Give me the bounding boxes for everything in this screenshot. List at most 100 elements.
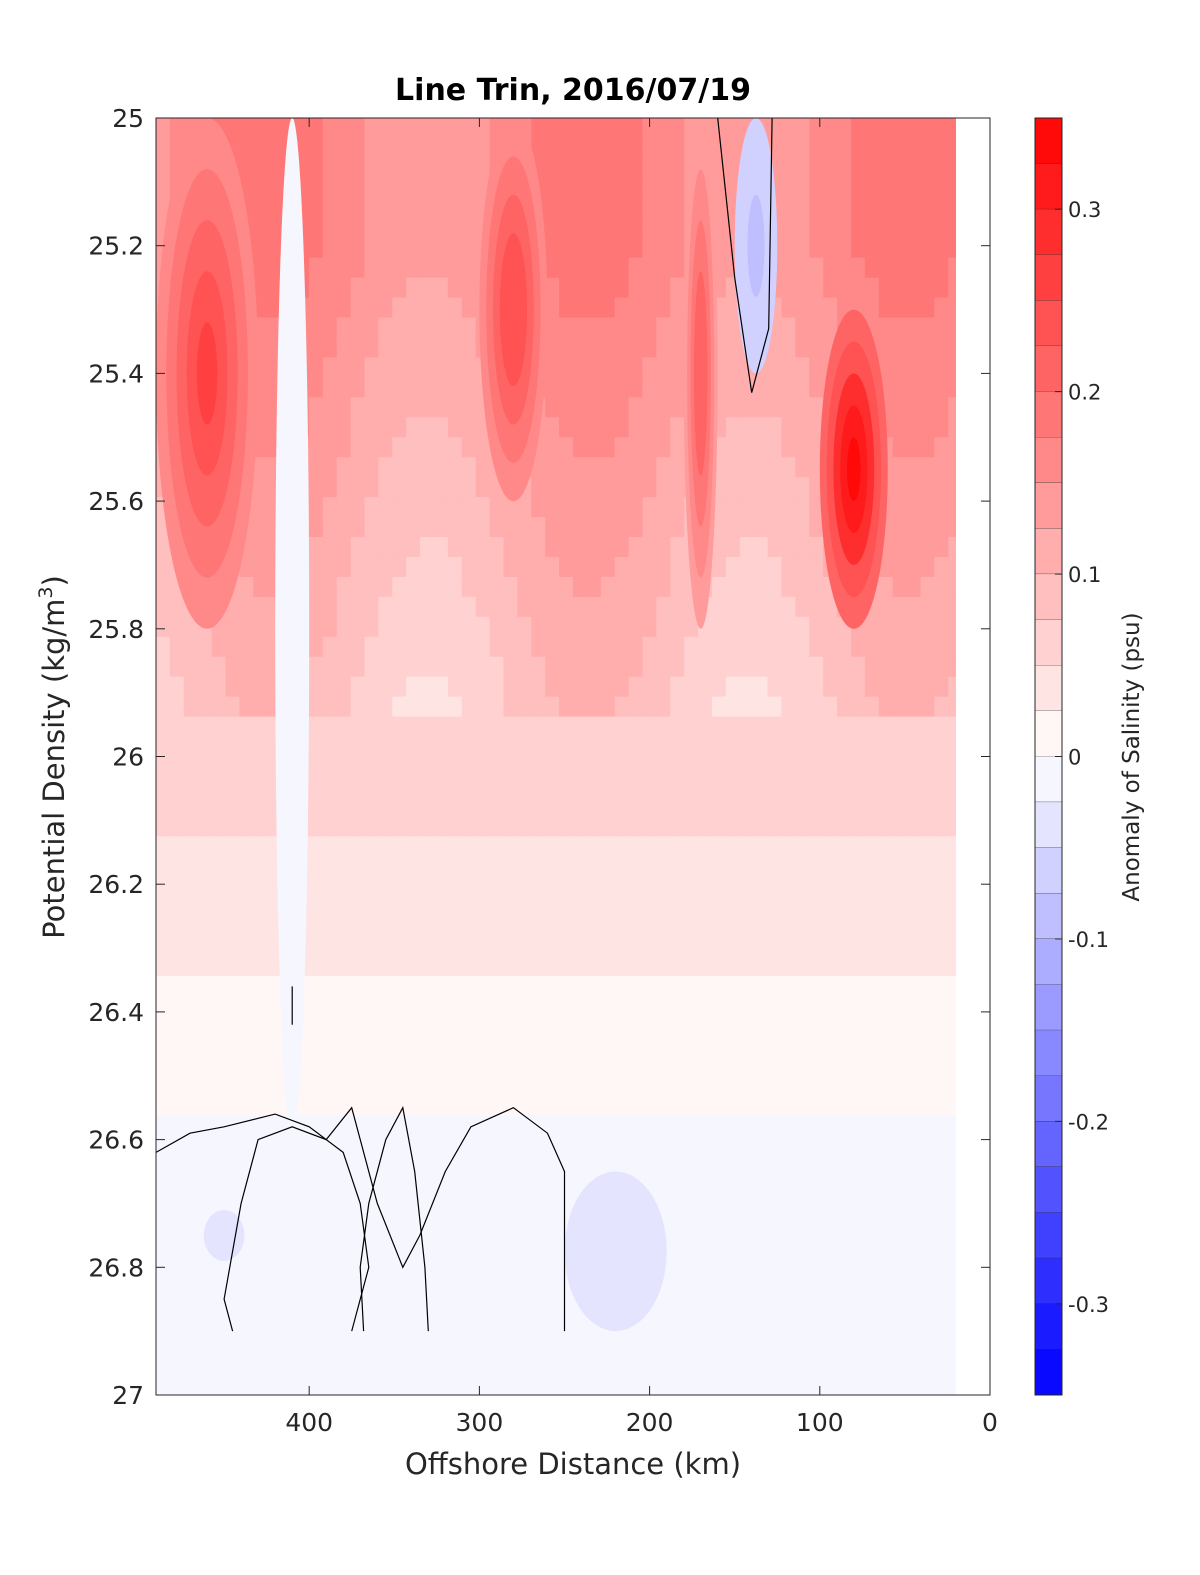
field-cell	[545, 1315, 560, 1336]
field-cell	[211, 956, 227, 977]
field-cell	[156, 1155, 171, 1177]
field-cell	[823, 896, 838, 917]
field-cell	[837, 975, 852, 997]
field-cell	[823, 137, 838, 159]
field-cell	[197, 896, 213, 917]
field-cell	[586, 1095, 602, 1117]
field-cell	[851, 217, 866, 239]
field-cell	[864, 1215, 880, 1236]
field-cell	[461, 1295, 477, 1316]
field-cell	[920, 1095, 935, 1117]
field-cell	[559, 1135, 574, 1157]
field-cell	[336, 696, 352, 718]
field-cell	[642, 716, 657, 738]
field-cell	[656, 556, 671, 578]
field-cell	[392, 856, 407, 877]
field-cell	[545, 357, 560, 378]
field-cell	[406, 1015, 421, 1037]
field-cell	[614, 736, 630, 758]
field-cell	[406, 995, 421, 1017]
field-cell	[350, 716, 366, 738]
plot-area: 400 300 200 100 0 2525.225.425.625.82626.226…	[88, 104, 998, 1437]
field-cell	[753, 616, 769, 638]
field-cell	[906, 1335, 922, 1356]
field-cell	[906, 1255, 922, 1276]
field-cell	[434, 417, 449, 438]
field-cell	[350, 237, 366, 259]
field-cell	[559, 975, 574, 997]
field-cell	[308, 896, 324, 917]
field-cell	[156, 716, 171, 738]
field-cell	[712, 956, 727, 977]
field-cell	[406, 776, 421, 797]
field-cell	[559, 995, 574, 1017]
field-cell	[434, 357, 449, 378]
field-cell	[197, 836, 213, 857]
field-cell	[781, 876, 796, 897]
field-cell	[614, 217, 630, 239]
field-cell	[267, 956, 282, 977]
zero-contour-mid-deep-contour	[359, 1105, 429, 1332]
field-cell	[350, 1275, 366, 1296]
field-cell	[281, 1175, 296, 1197]
field-cell	[434, 1375, 449, 1395]
field-cell	[781, 856, 796, 877]
field-cell	[920, 237, 935, 259]
field-cell	[447, 1175, 463, 1197]
field-cell	[781, 437, 796, 458]
field-cell	[739, 936, 755, 957]
field-cell	[781, 1035, 796, 1057]
field-cell	[795, 896, 810, 917]
field-cell	[517, 1015, 532, 1037]
field-cell	[392, 517, 407, 538]
field-cell	[503, 856, 518, 877]
field-cell	[642, 1075, 657, 1097]
field-cell	[308, 1315, 324, 1336]
field-cell	[211, 1155, 227, 1177]
field-cell	[739, 1095, 755, 1117]
field-cell	[434, 916, 449, 937]
field-cell	[447, 556, 463, 578]
field-cell	[906, 956, 922, 977]
field-cell	[308, 796, 324, 817]
field-cell	[503, 816, 518, 837]
field-cell	[239, 856, 254, 877]
field-cell	[767, 1135, 783, 1157]
field-cell	[364, 1055, 379, 1077]
field-cell	[767, 397, 783, 418]
field-cell	[308, 377, 324, 398]
anomaly-section-band	[847, 437, 861, 502]
field-cell	[350, 1255, 366, 1276]
field-cell	[336, 816, 352, 837]
field-cell	[809, 1235, 824, 1256]
field-cell	[767, 1255, 783, 1276]
field-cell	[322, 377, 338, 398]
field-cell	[225, 916, 240, 937]
field-cell	[350, 137, 366, 159]
field-cell	[837, 856, 852, 877]
field-cell	[434, 975, 449, 997]
field-cell	[712, 796, 727, 817]
field-cell	[545, 137, 560, 159]
field-cell	[600, 556, 616, 578]
field-cell	[253, 1295, 268, 1316]
field-cell	[698, 936, 713, 957]
field-cell	[628, 497, 644, 518]
field-cell	[169, 936, 185, 957]
field-cell	[434, 297, 449, 319]
field-cell	[851, 1095, 866, 1117]
field-cell	[628, 1135, 644, 1157]
field-cell	[503, 1275, 518, 1296]
field-cell	[475, 157, 491, 179]
field-cell	[308, 297, 324, 319]
field-cell	[239, 816, 254, 837]
field-cell	[781, 896, 796, 917]
field-cell	[378, 417, 393, 438]
field-cell	[614, 796, 630, 817]
field-cell	[795, 277, 810, 299]
field-cell	[906, 1375, 922, 1395]
field-cell	[350, 1375, 366, 1395]
field-cell	[156, 916, 171, 937]
field-cell	[892, 616, 908, 638]
field-cell	[670, 1175, 685, 1197]
